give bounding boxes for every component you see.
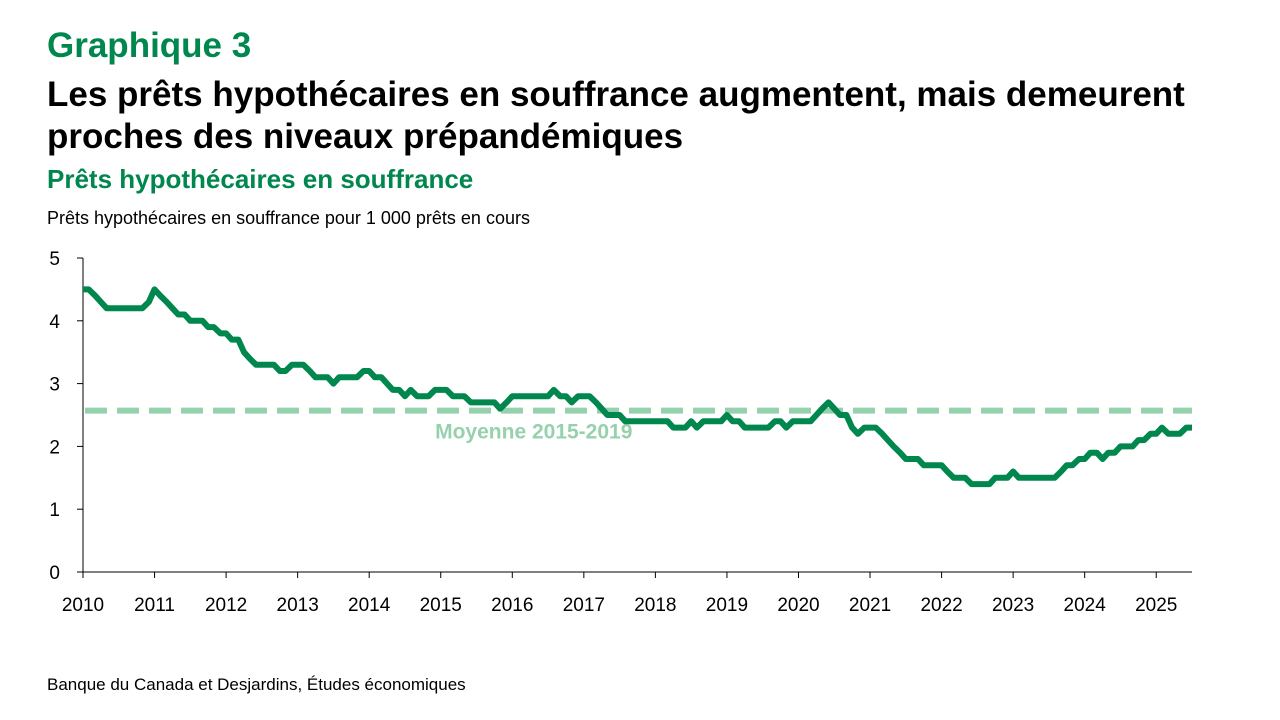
x-tick-label: 2017 bbox=[563, 595, 605, 616]
chart-subtitle: Prêts hypothécaires en souffrance bbox=[47, 164, 474, 194]
series-line-0 bbox=[83, 286, 1192, 488]
x-tick-label: 2020 bbox=[777, 595, 819, 616]
x-tick-label: 2012 bbox=[205, 595, 247, 616]
x-tick-label: 2014 bbox=[348, 595, 391, 616]
x-tick-label: 2015 bbox=[420, 595, 462, 616]
y-tick-label: 1 bbox=[49, 500, 60, 521]
chart-kicker: Graphique 3 bbox=[47, 26, 252, 65]
x-tick-label: 2013 bbox=[277, 595, 319, 616]
x-tick-label: 2025 bbox=[1135, 595, 1177, 616]
y-tick-label: 0 bbox=[49, 563, 60, 584]
x-tick-label: 2022 bbox=[920, 595, 962, 616]
x-tick-label: 2023 bbox=[992, 595, 1034, 616]
y-axis-label: Prêts hypothécaires en souffrance pour 1… bbox=[47, 208, 530, 228]
x-tick-label: 2018 bbox=[634, 595, 676, 616]
y-tick-label: 5 bbox=[49, 249, 60, 270]
y-tick-label: 3 bbox=[49, 375, 60, 396]
x-tick-label: 2016 bbox=[491, 595, 533, 616]
average-reference-label: Moyenne 2015-2019 bbox=[435, 421, 632, 444]
x-tick-label: 2019 bbox=[706, 595, 748, 616]
chart-title: Les prêts hypothécaires en souffrance au… bbox=[47, 75, 1185, 156]
x-tick-label: 2021 bbox=[849, 595, 891, 616]
y-tick-label: 4 bbox=[49, 312, 60, 333]
x-tick-label: 2011 bbox=[134, 595, 175, 616]
source-note: Banque du Canada et Desjardins, Études é… bbox=[47, 675, 466, 694]
x-tick-label: 2010 bbox=[62, 595, 104, 616]
x-tick-label: 2024 bbox=[1064, 595, 1107, 616]
y-tick-label: 2 bbox=[49, 437, 60, 458]
